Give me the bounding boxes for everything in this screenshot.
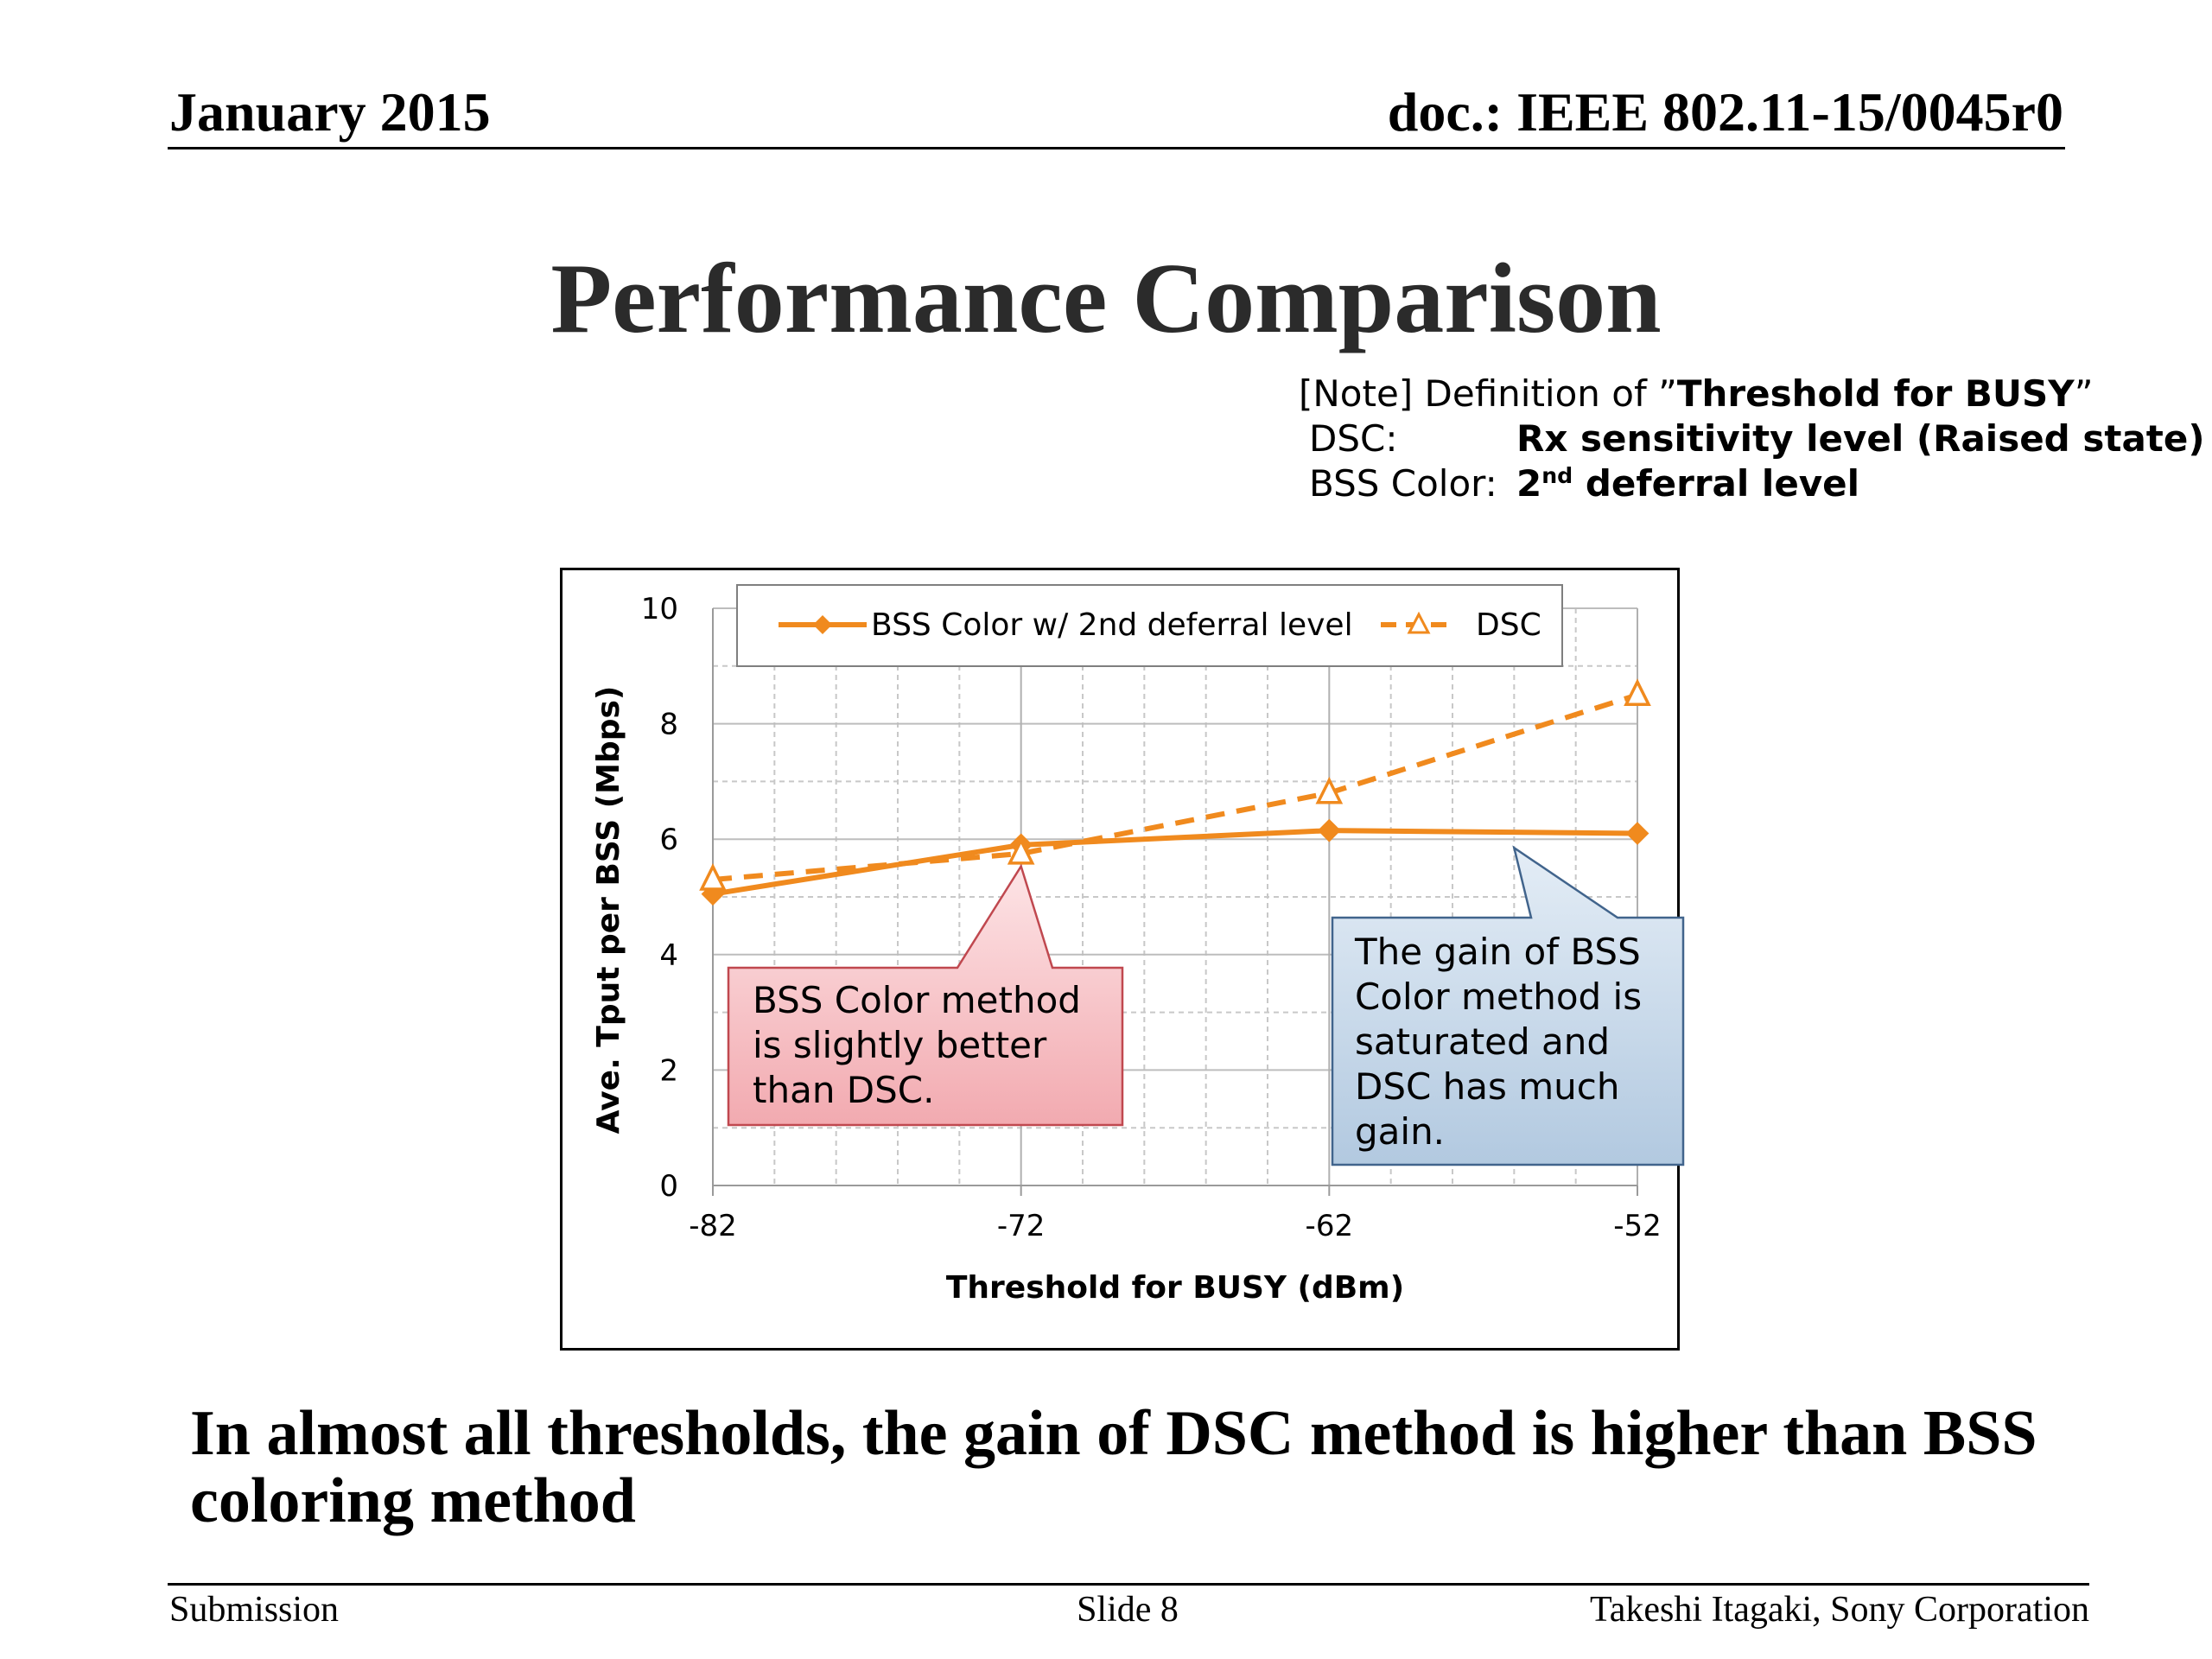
note-term: Threshold for BUSY [1676,372,2075,415]
note-dsc-value-text: Rx sensitivity level (Raised state) [1516,417,2205,460]
callout-red-text-line: than DSC. [753,1069,934,1111]
note-bss-label: BSS Color: [1309,462,1497,505]
note-suffix: ” [2074,372,2094,415]
callout-blue-text-line: saturated and [1355,1020,1610,1063]
y-tick-label: 6 [659,823,678,857]
x-tick-label: -72 [997,1209,1046,1243]
note-dsc-value: Rx sensitivity level (Raised state) [1516,416,2205,461]
legend-marker-triangle [1407,611,1431,634]
series-line [712,828,1638,897]
note-bss-rest: deferral level [1573,462,1860,505]
legend-entry-bss-color: BSS Color w/ 2nd deferral level [779,607,1353,643]
conclusion-text: In almost all thresholds, the gain of DS… [190,1398,2037,1536]
callout-blue-text-line: Color method is [1355,976,1642,1018]
note-heading: [Note] Definition of ”Threshold for BUSY… [1299,372,2093,416]
callout-blue-text-line: gain. [1355,1110,1445,1153]
legend-label-dsc: DSC [1476,607,1541,643]
note-bss-sup: nd [1541,463,1573,488]
y-tick-label: 4 [659,938,678,973]
legend-marker-diamond [813,615,832,634]
callout-blue-text-line: DSC has much [1355,1065,1620,1108]
footer-submission: Submission [169,1590,340,1630]
y-tick-label: 0 [659,1169,678,1204]
callout-red-text-line: is slightly better [753,1024,1047,1066]
header-date: January 2015 [169,81,491,143]
y-axis-label: Ave. Tput per BSS (Mbps) [591,686,626,1135]
x-tick-label: -62 [1306,1209,1354,1243]
data-point-triangle [1315,776,1344,804]
legend-entry-dsc: DSC [1381,607,1541,643]
header-doc-id: doc.: IEEE 802.11-15/0045r0 [1387,81,2063,143]
data-point-diamond [1317,818,1341,842]
footer-rule [168,1583,2089,1586]
series-bss-color [701,818,1649,906]
x-tick-label: -52 [1613,1209,1662,1243]
footer-slide-number: Slide 8 [1077,1590,1179,1630]
note-bss-value: 2nd deferral level [1516,461,1859,506]
chart-legend: BSS Color w/ 2nd deferral level DSC [736,584,1563,667]
callout-blue-text-line: The gain of BSS [1354,931,1641,973]
callout-red-text-line: BSS Color method [753,979,1081,1021]
data-point-triangle [699,863,727,891]
x-tick-label: -82 [689,1209,737,1243]
callout-red-shape [727,863,1124,1127]
legend-label-bss-color: BSS Color w/ 2nd deferral level [871,607,1353,643]
throughput-chart: 0 2 4 6 8 10 -82 -72 -62 -52 Threshold for BUSY (d… [591,584,1685,1306]
note-prefix: [Note] Definition of ” [1299,372,1677,415]
data-point-triangle [1624,678,1651,706]
series-dsc [699,678,1651,891]
series-line [712,692,1638,882]
header-rule [168,147,2065,149]
callout-blue-shape [1331,845,1685,1166]
y-tick-label: 8 [659,708,678,742]
note-dsc-label: DSC: [1309,417,1398,460]
note-bss-num: 2 [1516,462,1542,505]
y-tick-label: 10 [641,592,678,626]
x-axis-label: Threshold for BUSY (dBm) [946,1270,1404,1306]
slide-title: Performance Comparison [550,244,1662,354]
footer-author: Takeshi Itagaki, Sony Corporation [1590,1590,2089,1630]
chart-axes: 0 2 4 6 8 10 -82 -72 -62 -52 Threshold for BUSY (d… [591,592,1662,1306]
y-tick-label: 2 [659,1053,678,1088]
chart-series [699,678,1651,906]
data-point-diamond [1625,822,1649,845]
data-point-triangle [1007,836,1035,865]
